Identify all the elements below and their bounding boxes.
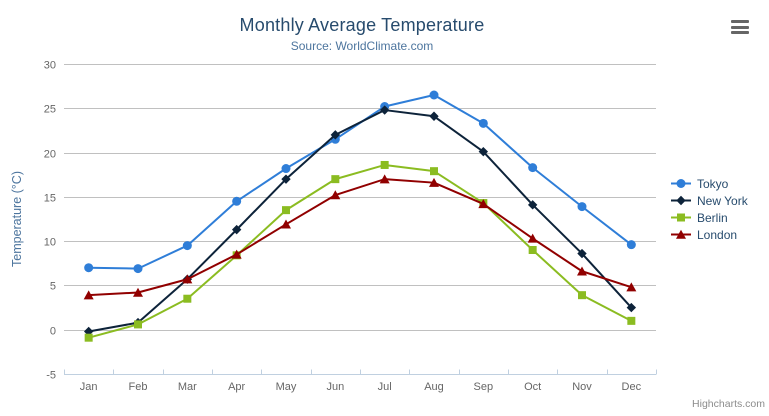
legend-symbol <box>676 229 686 239</box>
data-point-berlin[interactable] <box>331 175 340 184</box>
y-axis-label: 20 <box>44 149 56 161</box>
series-new-york[interactable] <box>83 105 637 337</box>
context-menu-button[interactable] <box>729 18 751 36</box>
x-axis-label: Aug <box>424 381 444 393</box>
series-line-london[interactable] <box>87 178 633 297</box>
data-point-tokyo[interactable] <box>281 164 291 174</box>
data-point-london[interactable] <box>527 233 538 243</box>
x-axis-label: Jun <box>326 381 344 393</box>
credits-link[interactable]: Highcharts.com <box>692 398 765 410</box>
x-axis-label: Jul <box>378 381 392 393</box>
series-tokyo[interactable] <box>84 90 636 274</box>
data-point-tokyo[interactable] <box>626 240 636 250</box>
y-axis-label: 25 <box>44 104 56 116</box>
data-point-london[interactable] <box>330 190 341 200</box>
legend-marker-new-york <box>671 195 691 206</box>
legend-label-tokyo: Tokyo <box>697 176 729 191</box>
data-point-london[interactable] <box>478 199 489 209</box>
data-point-tokyo[interactable] <box>232 196 242 206</box>
data-point-tokyo[interactable] <box>478 118 488 128</box>
legend-marker-berlin <box>671 213 691 222</box>
legend-item-tokyo[interactable]: Tokyo <box>670 175 748 192</box>
data-point-london[interactable] <box>577 266 587 276</box>
legend-marker-tokyo <box>671 179 691 188</box>
chart-subtitle: Source: WorldClimate.com <box>290 39 434 53</box>
data-point-new-york[interactable] <box>478 146 489 157</box>
chart-title: Monthly Average Temperature <box>239 15 485 35</box>
series-london[interactable] <box>83 174 637 300</box>
data-point-new-york[interactable] <box>330 130 341 140</box>
series-line-tokyo[interactable] <box>87 94 633 270</box>
data-point-tokyo[interactable] <box>429 90 439 100</box>
x-axis-label: Feb <box>129 381 148 393</box>
data-point-berlin[interactable] <box>528 246 537 254</box>
x-axis-label: Mar <box>178 381 197 393</box>
x-axis-label: Nov <box>572 381 592 393</box>
data-point-berlin[interactable] <box>134 320 142 329</box>
legend-symbol <box>677 213 685 222</box>
y-axis-label: 15 <box>44 193 56 205</box>
y-axis-label: 0 <box>50 326 56 338</box>
data-point-tokyo[interactable] <box>84 263 94 273</box>
data-point-london[interactable] <box>83 290 94 300</box>
data-point-london[interactable] <box>281 219 291 229</box>
data-point-berlin[interactable] <box>578 291 586 300</box>
legend: Tokyo New York Berlin London <box>670 175 748 243</box>
data-point-berlin[interactable] <box>84 333 93 342</box>
data-point-london[interactable] <box>231 249 242 259</box>
legend-symbol <box>676 179 686 188</box>
legend-label-london: London <box>697 227 738 242</box>
data-point-tokyo[interactable] <box>182 241 192 251</box>
legend-marker-london <box>671 229 691 239</box>
data-point-new-york[interactable] <box>429 111 439 121</box>
data-point-new-york[interactable] <box>379 105 390 115</box>
legend-item-new-york[interactable]: New York <box>670 192 748 209</box>
data-point-tokyo[interactable] <box>528 163 538 173</box>
legend-item-london[interactable]: London <box>670 226 748 243</box>
series-line-new-york[interactable] <box>87 109 633 333</box>
data-point-new-york[interactable] <box>527 200 538 210</box>
y-axis-label: -5 <box>46 370 56 382</box>
y-axis-label: 5 <box>50 281 56 293</box>
data-point-new-york[interactable] <box>577 248 587 259</box>
x-axis-label: Oct <box>524 381 541 393</box>
legend-item-berlin[interactable]: Berlin <box>670 209 748 226</box>
data-point-london[interactable] <box>429 177 439 187</box>
legend-label-berlin: Berlin <box>697 210 728 225</box>
x-axis-label: Apr <box>228 381 245 393</box>
data-point-london[interactable] <box>379 174 390 184</box>
series-line-berlin[interactable] <box>87 163 633 339</box>
x-axis-label: May <box>276 381 297 393</box>
data-point-london[interactable] <box>626 282 637 292</box>
y-axis-label: 30 <box>44 60 56 72</box>
x-axis-label: Dec <box>622 381 642 393</box>
legend-symbol <box>676 195 686 206</box>
y-axis-label: 10 <box>44 237 56 249</box>
data-point-london[interactable] <box>182 274 193 284</box>
data-point-berlin[interactable] <box>627 316 636 325</box>
data-point-new-york[interactable] <box>281 174 291 184</box>
data-point-new-york[interactable] <box>231 224 242 235</box>
data-point-berlin[interactable] <box>380 160 389 169</box>
data-point-tokyo[interactable] <box>577 202 587 212</box>
data-point-berlin[interactable] <box>282 206 290 215</box>
legend-label-new-york: New York <box>697 193 748 208</box>
data-point-new-york[interactable] <box>626 302 637 313</box>
data-point-berlin[interactable] <box>183 294 192 303</box>
data-point-tokyo[interactable] <box>133 264 143 274</box>
data-point-berlin[interactable] <box>430 167 438 176</box>
x-axis-label: Sep <box>474 381 494 393</box>
data-point-london[interactable] <box>133 287 143 297</box>
x-axis-label: Jan <box>80 381 98 393</box>
